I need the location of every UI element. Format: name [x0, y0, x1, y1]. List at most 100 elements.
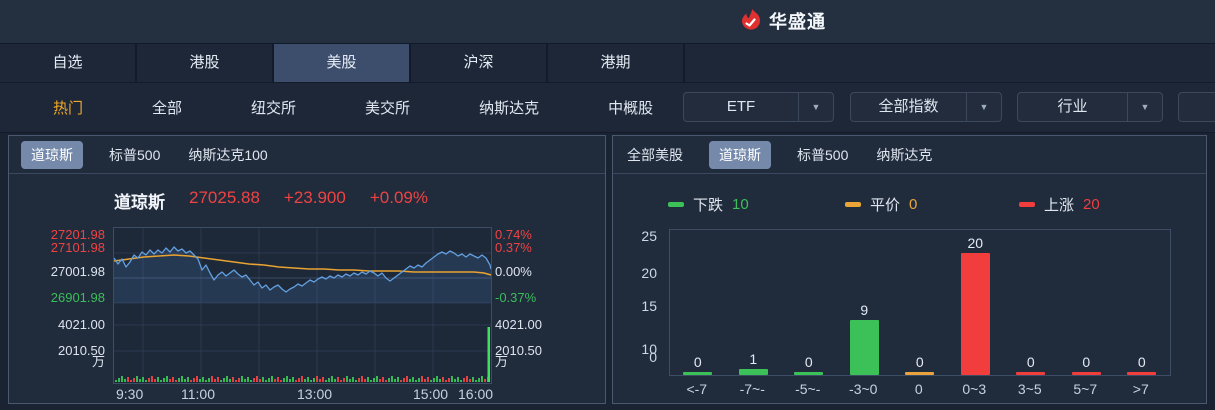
- legend-value: 20: [1083, 196, 1100, 213]
- filter-dropdown[interactable]: ETF ▼: [683, 92, 834, 122]
- bar: [1127, 372, 1157, 375]
- dropdown-divider: [966, 93, 967, 121]
- y-axis-label: 2010.50: [495, 343, 542, 358]
- nav-item[interactable]: 纳斯达克: [479, 100, 540, 117]
- time-tick-label: 16:00: [458, 386, 494, 402]
- y-axis-label: 0.37%: [495, 240, 532, 255]
- chevron-down-icon[interactable]: ▼: [979, 102, 989, 112]
- category-label: 0: [914, 381, 923, 397]
- market-tab[interactable]: 自选: [0, 44, 137, 82]
- y-axis-label: 4021.00: [58, 317, 105, 332]
- y-axis-label: 0: [649, 349, 657, 365]
- flame-logo-icon: [738, 8, 764, 34]
- index-panel-tab[interactable]: 纳斯达克100: [188, 146, 268, 163]
- nav-item[interactable]: 中概股: [608, 100, 654, 117]
- bar-value-label: 9: [860, 302, 869, 318]
- index-panel-tab[interactable]: 标普500: [109, 146, 161, 163]
- y-axis-label: 27001.98: [50, 264, 105, 279]
- category-label: 3~5: [1017, 381, 1042, 397]
- y-axis-label: 万: [495, 354, 509, 369]
- index-quote-row: 道琼斯 27025.88 +23.900 +0.09%: [114, 188, 428, 213]
- category-label: 0~3: [962, 381, 987, 397]
- distribution-bar-chart: 0 1 0 9 0 20 0 0: [669, 229, 1171, 376]
- bar-value-label: 0: [1026, 354, 1035, 370]
- bar-slot: 1: [726, 230, 782, 375]
- distribution-panel: 全部美股 道琼斯 标普500 纳斯达克 下跌 10 平价 0 上涨 20 25 20 15…: [612, 135, 1207, 404]
- y-axis-label: 10: [641, 341, 657, 357]
- bar: [960, 253, 990, 375]
- distribution-panel-tab[interactable]: 纳斯达克: [876, 146, 933, 163]
- logo-text: 华盛通: [769, 12, 826, 32]
- intraday-plot: [113, 227, 492, 384]
- dropdown-divider: [798, 93, 799, 121]
- category-label: 5~7: [1073, 381, 1098, 397]
- y-axis-label: 27101.98: [50, 240, 105, 255]
- filter-dropdown[interactable]: 全部指数 ▼: [850, 92, 1002, 122]
- index-name: 道琼斯: [114, 193, 165, 212]
- bar: [794, 372, 824, 375]
- bar-slot: 20: [948, 230, 1004, 375]
- bar-value-label: 0: [1137, 354, 1146, 370]
- market-tab[interactable]: 港期: [548, 44, 685, 82]
- index-change-pct: +0.09%: [369, 188, 428, 207]
- market-tab[interactable]: 沪深: [411, 44, 548, 82]
- category-label: -7~-: [739, 381, 765, 397]
- bar-value-label: 0: [804, 354, 813, 370]
- nav-item[interactable]: 纽交所: [251, 100, 297, 117]
- legend-label: 上涨: [1044, 197, 1075, 214]
- bar: [905, 372, 935, 375]
- y-axis-label: 万: [91, 354, 105, 369]
- index-change: +23.900: [283, 188, 346, 207]
- time-tick-label: 9:30: [116, 386, 144, 402]
- legend-value: 0: [909, 196, 918, 213]
- distribution-panel-tabs: 全部美股 道琼斯 标普500 纳斯达克: [613, 136, 1206, 174]
- index-panel-tabs: 道琼斯 标普500 纳斯达克100: [9, 136, 605, 174]
- market-tab[interactable]: 港股: [137, 44, 274, 82]
- market-tab[interactable]: 美股: [274, 44, 411, 82]
- bar-x-axis: <-7 -7~- -5~- -3~0 0 0~3 3~5 5~7 >7: [669, 381, 1171, 397]
- nav-items: 热门 全部 纽交所 美交所 纳斯达克 中概股: [53, 83, 653, 132]
- bar-slot: 9: [837, 230, 893, 375]
- left-y-axis: 27201.98 27101.98 27001.98 26901.98 4021.00 2…: [9, 136, 109, 405]
- category-label: -5~-: [795, 381, 821, 397]
- y-axis-label: 2010.50: [58, 343, 105, 358]
- bar-slot: 0: [1059, 230, 1115, 375]
- bar-slot: 0: [781, 230, 837, 375]
- bar-value-label: 1: [749, 351, 758, 367]
- y-axis-label: 0.00%: [495, 264, 532, 279]
- distribution-panel-tab[interactable]: 道琼斯: [709, 140, 771, 169]
- y-axis-label: -0.37%: [495, 290, 537, 305]
- bar-value-label: 0: [693, 354, 702, 370]
- bar-value-label: 20: [967, 235, 984, 251]
- index-panel-tab[interactable]: 道琼斯: [21, 140, 83, 169]
- legend-label: 下跌: [693, 197, 724, 214]
- y-axis-label: 20: [641, 265, 657, 281]
- nav-item[interactable]: 全部: [152, 100, 183, 117]
- secondary-nav-row: 热门 全部 纽交所 美交所 纳斯达克 中概股 ETF ▼ 全部指数 ▼ 行业 ▼: [0, 83, 1215, 133]
- filter-dropdown[interactable]: 行业 ▼: [1017, 92, 1163, 122]
- distribution-panel-tab[interactable]: 全部美股: [627, 146, 683, 163]
- partial-dropdown[interactable]: [1178, 92, 1215, 122]
- chevron-down-icon[interactable]: ▼: [1140, 102, 1150, 112]
- chevron-down-icon[interactable]: ▼: [811, 102, 821, 112]
- time-tick-label: 15:00: [413, 386, 449, 402]
- bar: [849, 320, 879, 375]
- index-line-chart: [113, 228, 492, 383]
- nav-item[interactable]: 美交所: [365, 100, 411, 117]
- bar-slot: 0: [1003, 230, 1059, 375]
- dropdown-selected-value: ETF: [726, 98, 756, 115]
- distribution-panel-tab[interactable]: 标普500: [797, 146, 849, 163]
- dropdown-divider: [1127, 93, 1128, 121]
- bar-slot: 0: [1114, 230, 1170, 375]
- y-axis-label: 0.74%: [495, 227, 532, 242]
- bar-value-label: 0: [915, 354, 924, 370]
- index-price: 27025.88: [189, 188, 260, 207]
- nav-item[interactable]: 热门: [53, 100, 84, 117]
- bar: [683, 372, 713, 375]
- dropdown-selected-value: 行业: [1057, 98, 1088, 115]
- bar: [1016, 372, 1046, 375]
- dropdown-selected-value: 全部指数: [878, 98, 939, 115]
- huashengtong-logo: 华盛通: [738, 8, 826, 34]
- bar-value-label: 0: [1082, 354, 1091, 370]
- market-tabs-row: 自选 港股 美股 沪深 港期: [0, 44, 1215, 83]
